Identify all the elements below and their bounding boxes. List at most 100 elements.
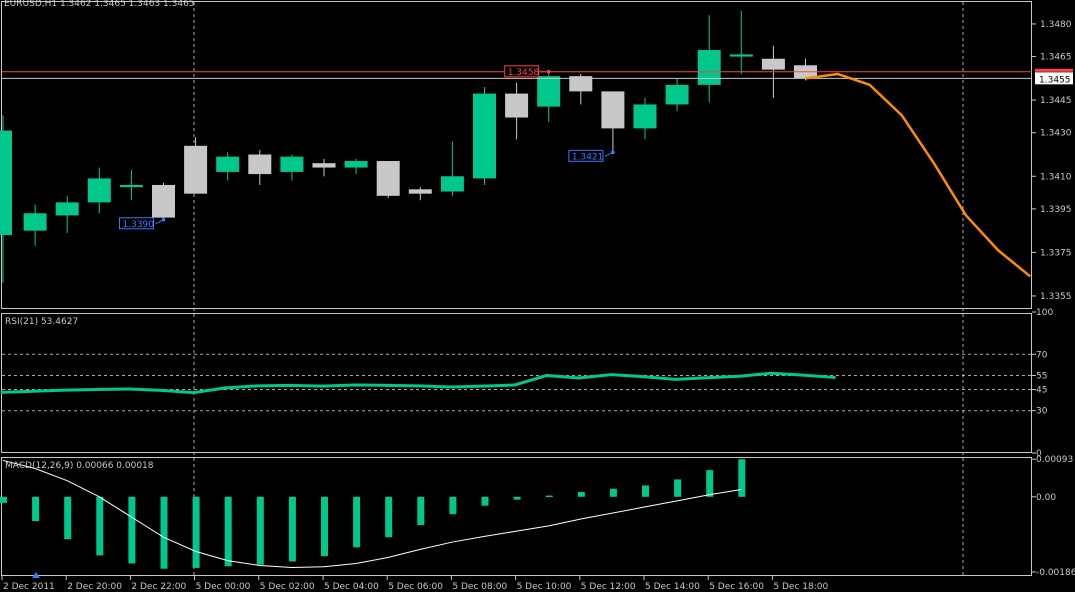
- macd-bar: [353, 496, 361, 548]
- macd-bar: [449, 496, 457, 515]
- candle-body: [665, 84, 689, 105]
- price-axis: 1.3480 1.3465 1.3445 1.3430 1.3410 1.3395 1.33…: [1032, 20, 1073, 302]
- candle-body: [23, 213, 47, 231]
- candle-body: [633, 104, 657, 129]
- candle-body: [152, 184, 175, 218]
- time-tick-label: 5 Dec 04:00: [324, 582, 379, 592]
- macd-bar: [674, 479, 682, 497]
- candle-body: [119, 184, 143, 188]
- current-price-label: 1.3455: [1039, 75, 1071, 85]
- time-tick-label: 5 Dec 08:00: [452, 582, 507, 592]
- macd-bar: [160, 496, 168, 569]
- macd-histogram: [0, 459, 746, 569]
- marker-box: [119, 217, 154, 230]
- marker-box: [504, 65, 540, 78]
- rsi-tick-label: 0: [1036, 449, 1042, 459]
- candle-body: [248, 154, 272, 175]
- current-price-tag: [1035, 72, 1073, 85]
- rsi-levels: [2, 353, 1032, 412]
- candle-body: [537, 76, 561, 107]
- candle-body: [344, 161, 368, 168]
- candle-body: [505, 93, 529, 118]
- candle-body: [440, 176, 464, 192]
- candle-body: [312, 163, 336, 168]
- price-forecast: [805, 72, 1031, 278]
- macd-bar: [577, 491, 585, 497]
- price-tick-label: 1.3355: [1040, 292, 1072, 302]
- price-tick-label: 1.3395: [1040, 205, 1072, 215]
- macd-bar: [321, 496, 328, 557]
- candle-body: [376, 161, 400, 196]
- symbol-info: EURUSD,H1 1.3462 1.3465 1.3463 1.3465: [4, 0, 195, 9]
- macd-bar: [481, 496, 489, 506]
- bid-price-tag: [1035, 68, 1073, 72]
- rsi-tick-label: 70: [1036, 350, 1048, 360]
- candle-body: [761, 58, 785, 70]
- rsi-title: RSI(21) 53.4627: [5, 317, 78, 327]
- time-tick-label: 5 Dec 10:00: [517, 582, 572, 592]
- time-axis: 2 Dec 2011 2 Dec 20:00 2 Dec 22:00 5 Dec 00…: [1, 576, 828, 592]
- candle-body: [697, 50, 721, 85]
- macd-signal-line: [2, 459, 742, 569]
- macd-panel[interactable]: 0.00093 0.00 -0.00186 MACD(12,26,9) 0.0006…: [0, 455, 1075, 578]
- marker-label: 1.3458: [508, 68, 540, 78]
- macd-bar: [0, 496, 7, 503]
- macd-bar: [128, 496, 136, 564]
- panel-frame-2: [1, 457, 1032, 576]
- time-tick-label: 2 Dec 20:00: [67, 582, 122, 592]
- price-tick-label: 1.3445: [1040, 96, 1072, 106]
- price-tick-label: 1.3430: [1040, 129, 1072, 139]
- candle-body: [55, 202, 79, 216]
- macd-bar: [256, 496, 264, 565]
- price-candles: [0, 10, 817, 283]
- macd-bar: [64, 496, 72, 540]
- marker-dot: [546, 70, 551, 74]
- rsi-line: [0, 371, 836, 395]
- macd-bar: [288, 496, 296, 562]
- marker-label: 1.3390: [123, 220, 155, 230]
- macd-bar: [738, 459, 746, 497]
- macd-bar: [706, 470, 714, 497]
- candle-body: [0, 130, 12, 236]
- macd-bar: [192, 496, 200, 568]
- price-tick-label: 1.3480: [1040, 20, 1072, 30]
- rsi-tick-label: 30: [1036, 407, 1048, 417]
- macd-title: MACD(12,26,9) 0.00066 0.00018: [5, 461, 154, 471]
- candle-body: [601, 91, 625, 129]
- candle-body: [729, 54, 753, 57]
- rsi-axis: 100 70 55 45 30 0: [1032, 308, 1053, 459]
- time-tick-label: 5 Dec 02:00: [260, 582, 315, 592]
- time-tick-label: 5 Dec 14:00: [645, 582, 700, 592]
- rsi-tick-label: 55: [1036, 371, 1047, 381]
- macd-bar: [642, 485, 649, 497]
- candle-body: [408, 189, 432, 194]
- marker-label: 1.3421: [572, 152, 604, 162]
- macd-bar: [32, 496, 40, 522]
- price-tick-label: 1.3465: [1040, 53, 1072, 63]
- price-tick-label: 1.3375: [1040, 248, 1072, 258]
- panel-frame-1: [1, 313, 1032, 453]
- macd-tick-label: 0.00: [1036, 493, 1056, 503]
- price-markers: 1.3458 1.3421 1.3390: [119, 65, 615, 230]
- price-tick-label: 1.3410: [1040, 172, 1072, 182]
- time-tick-label: 5 Dec 16:00: [709, 582, 764, 592]
- time-tick-label: 5 Dec 18:00: [773, 582, 828, 592]
- candle-body: [216, 156, 240, 172]
- candle-body: [184, 145, 208, 194]
- macd-bar: [96, 496, 104, 556]
- marker-dot: [161, 217, 166, 222]
- rsi-panel[interactable]: 100 70 55 45 30 0 RSI(21) 53.4627: [0, 308, 1053, 459]
- macd-tick-label: -0.00186: [1036, 568, 1075, 578]
- time-tick-label: 5 Dec 12:00: [581, 582, 636, 592]
- time-tick-label: 5 Dec 06:00: [388, 582, 443, 592]
- marker-dot: [611, 150, 615, 155]
- rsi-tick-label: 100: [1036, 308, 1053, 318]
- macd-bar: [385, 496, 393, 538]
- macd-bar: [545, 495, 553, 498]
- macd-bar: [609, 488, 617, 497]
- candle-body: [473, 93, 496, 179]
- time-tick-label: 5 Dec 00:00: [196, 582, 251, 592]
- macd-bar: [224, 496, 232, 567]
